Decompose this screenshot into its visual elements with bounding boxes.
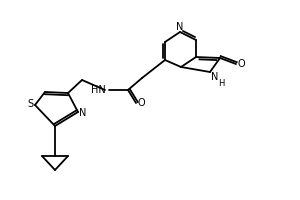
- Text: N: N: [176, 22, 184, 32]
- Text: S: S: [27, 99, 33, 109]
- Text: H: H: [218, 78, 224, 88]
- Text: O: O: [137, 98, 145, 108]
- Text: N: N: [211, 72, 219, 82]
- Text: HN: HN: [91, 85, 105, 95]
- Text: O: O: [237, 59, 245, 69]
- Text: N: N: [79, 108, 87, 118]
